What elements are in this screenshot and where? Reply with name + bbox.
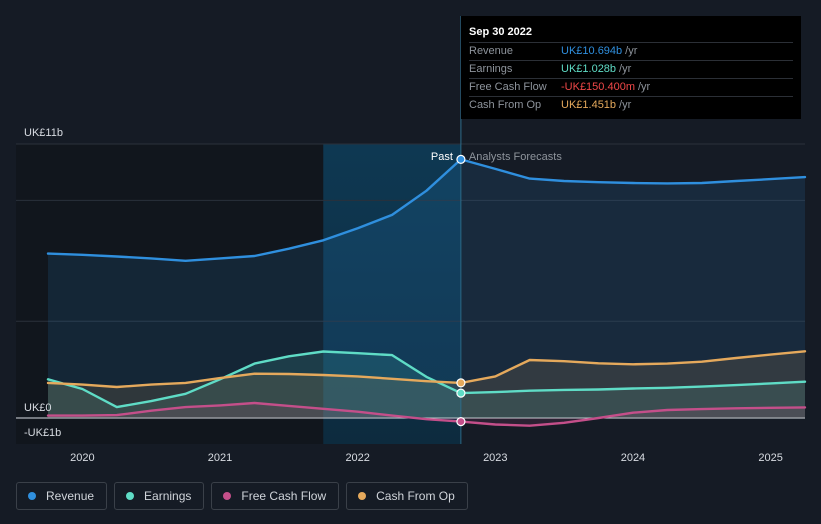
tooltip-label: Free Cash Flow — [469, 81, 547, 93]
legend-label: Free Cash Flow — [241, 489, 327, 503]
x-tick-label: 2025 — [758, 452, 782, 464]
series-area-earnings — [48, 351, 805, 418]
legend-label: Cash From Op — [376, 489, 455, 503]
tooltip-row-cash-from-op: Cash From Op UK£1.451b /yr — [469, 97, 793, 114]
tooltip-label: Cash From Op — [469, 99, 542, 111]
legend-item-cash-from-op[interactable]: Cash From Op — [346, 482, 468, 510]
tooltip-row-free-cash-flow: Free Cash Flow -UK£150.400m /yr — [469, 79, 793, 97]
legend-item-revenue[interactable]: Revenue — [16, 482, 108, 510]
x-tick-label: 2020 — [70, 452, 94, 464]
y-tick-label: UK£0 — [24, 402, 52, 414]
x-tick-label: 2023 — [483, 452, 507, 464]
legend-dot-icon — [28, 492, 36, 500]
series-line-cash-from-op — [46, 350, 807, 389]
marker-cash-from-op — [456, 378, 466, 388]
marker-free-cash-flow — [456, 417, 466, 427]
legend-dot-icon — [223, 492, 232, 500]
series-area-revenue — [48, 159, 805, 418]
tooltip: Sep 30 2022 Revenue UK£10.694b /yr Earni… — [461, 16, 801, 119]
legend-item-free-cash-flow[interactable]: Free Cash Flow — [211, 482, 340, 510]
tooltip-value: UK£1.451b — [561, 99, 617, 111]
past-label: Past — [431, 151, 453, 163]
series-line-earnings — [46, 350, 807, 409]
x-tick-label: 2021 — [208, 452, 232, 464]
tooltip-date: Sep 30 2022 — [469, 24, 793, 43]
series-area-cash-from-op — [48, 351, 805, 418]
tooltip-unit: /yr — [638, 81, 651, 93]
tooltip-unit: /yr — [625, 45, 638, 57]
legend-label: Earnings — [144, 489, 192, 503]
legend-dot-icon — [126, 492, 135, 500]
tooltip-value: -UK£150.400m — [561, 81, 635, 93]
tooltip-value: UK£10.694b — [561, 45, 623, 57]
forecast-label: Analysts Forecasts — [469, 151, 562, 163]
series-area-free-cash-flow — [48, 403, 805, 426]
marker-earnings — [456, 388, 466, 398]
tooltip-unit: /yr — [619, 63, 632, 75]
series-line-revenue — [46, 158, 807, 262]
marker-revenue — [456, 154, 466, 164]
tooltip-row-revenue: Revenue UK£10.694b /yr — [469, 43, 793, 61]
tooltip-label: Earnings — [469, 63, 513, 75]
x-tick-label: 2022 — [345, 452, 369, 464]
y-tick-label: UK£11b — [24, 127, 63, 139]
legend: Revenue Earnings Free Cash Flow Cash Fro… — [16, 482, 475, 510]
legend-item-earnings[interactable]: Earnings — [114, 482, 205, 510]
tooltip-row-earnings: Earnings UK£1.028b /yr — [469, 61, 793, 79]
x-tick-label: 2024 — [621, 452, 645, 464]
tooltip-label: Revenue — [469, 45, 514, 57]
highlight-region — [323, 144, 461, 444]
tooltip-unit: /yr — [619, 99, 632, 111]
y-tick-label: -UK£1b — [24, 427, 61, 439]
series-line-free-cash-flow — [46, 401, 807, 427]
legend-label: Revenue — [46, 489, 95, 503]
legend-dot-icon — [358, 492, 367, 500]
tooltip-value: UK£1.028b — [561, 63, 617, 75]
